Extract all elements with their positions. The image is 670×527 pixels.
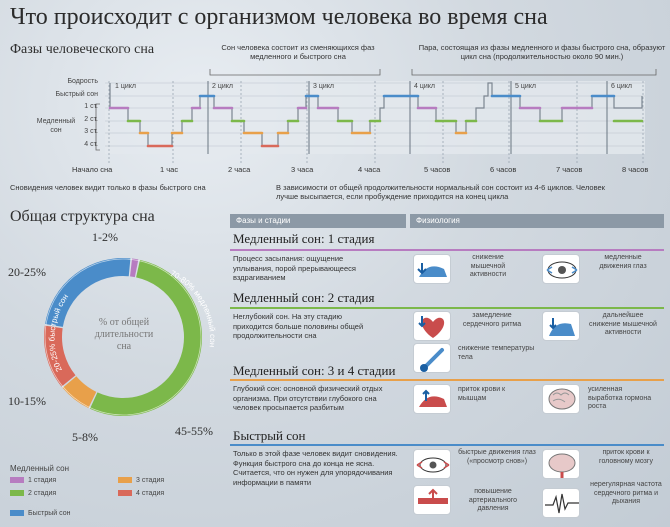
slow-sleep-label: Медленный сон — [36, 118, 76, 134]
heartbeat-icon — [542, 488, 580, 518]
section-text: Только в этой фазе человек видит сновиде… — [233, 449, 398, 487]
physiology-item: снижение мышечной активности — [469, 254, 507, 278]
section-divider — [230, 307, 664, 309]
cycle-label: 1 цикл — [115, 83, 136, 90]
legend-item-5: Быстрый сон — [10, 510, 70, 519]
pct-label: 10-15% — [8, 394, 46, 408]
donut-slice-1 — [129, 258, 139, 278]
caption-left: Сновидения человек видит только в фазы б… — [10, 183, 206, 192]
time-label: Начало сна — [72, 165, 113, 174]
donut-slice-4 — [44, 325, 76, 387]
brain-icon — [542, 384, 580, 414]
cycle-label: 5 цикл — [515, 83, 536, 90]
legend-swatch — [10, 510, 24, 517]
artery-icon — [413, 485, 451, 515]
cycle-label: 2 цикл — [212, 83, 233, 90]
y-label-st4: 4 ст. — [84, 141, 98, 148]
y-label-st2: 2 ст. — [84, 116, 98, 123]
physiology-item: дальнейшее снижение мышечной активности — [589, 312, 657, 336]
physiology-item: снижение температуры тела — [458, 345, 535, 361]
structure-title: Общая структура сна — [10, 208, 155, 225]
muscle-icon — [413, 254, 451, 284]
section-divider — [230, 249, 664, 251]
donut-slice-3 — [62, 376, 97, 409]
heart-icon — [413, 311, 451, 341]
legend-item-2: 2 стадия — [10, 490, 56, 499]
legend-swatch — [10, 477, 24, 484]
note-right: Пара, состоящая из фазы медленного и фаз… — [418, 43, 666, 61]
section-title: Медленный сон: 2 стадия — [233, 290, 375, 305]
y-label-st1: 1 ст. — [84, 103, 98, 110]
time-label: 2 часа — [228, 165, 251, 174]
section-title: Медленный сон: 1 стадия — [233, 231, 375, 246]
y-label-wake: Бодрость — [67, 78, 98, 85]
y-label-rem: Быстрый сон — [55, 91, 98, 98]
legend-swatch — [118, 490, 132, 497]
time-label: 1 час — [160, 165, 179, 174]
donut-center-label: % от общей длительности сна — [94, 317, 154, 352]
physiology-item: усиленная выработка гормона роста — [588, 386, 652, 410]
time-label: 7 часов — [556, 165, 583, 174]
donut-slice-2 — [89, 259, 202, 416]
cycle-label: 4 цикл — [414, 83, 435, 90]
physiology-item: быстрые движения глаз («просмотр снов») — [458, 449, 536, 465]
section-title: Медленный сон: 3 и 4 стадии — [233, 363, 396, 378]
hypnogram — [95, 69, 657, 164]
legend-item-3: 3 стадия — [118, 477, 164, 486]
pct-label: 5-8% — [72, 430, 98, 444]
legend-title: Медленный сон — [10, 464, 70, 473]
time-label: 3 часа — [291, 165, 314, 174]
legend-label: Быстрый сон — [28, 510, 71, 517]
y-label-st3: 3 ст. — [84, 128, 98, 135]
section-divider — [230, 444, 664, 446]
thermometer-icon — [413, 343, 451, 373]
time-label: 8 часов — [622, 165, 649, 174]
blood-flow-muscle-icon — [413, 384, 451, 414]
section-title: Быстрый сон — [233, 428, 306, 443]
time-label: 6 часов — [490, 165, 517, 174]
sleep-structure-donut: 20-25% быстрый сон 70-80% медленный сон — [44, 258, 217, 416]
legend-label: 1 стадия — [28, 477, 57, 484]
physiology-item: нерегулярная частота сердечного ритма и … — [590, 481, 662, 505]
section-divider — [230, 379, 664, 381]
note-left: Сон человека состоит из сменяющихся фаз … — [221, 43, 375, 61]
col-header-physiology: Физиология — [410, 214, 664, 228]
physiology-item: повышение артериального давления — [468, 488, 518, 512]
muscle-arm-icon — [542, 311, 580, 341]
legend-swatch — [10, 490, 24, 497]
legend-item-4: 4 стадия — [118, 490, 164, 499]
legend-label: 3 стадия — [136, 477, 165, 484]
cycle-label: 3 цикл — [313, 83, 334, 90]
legend-label: 2 стадия — [28, 490, 57, 497]
eye-icon — [542, 254, 580, 284]
physiology-item: приток крови к мышцам — [458, 386, 506, 402]
section-text: Неглубокий сон. На эту стадию приходится… — [233, 312, 364, 340]
legend-item-1: 1 стадия — [10, 477, 56, 486]
section-text: Глубокий сон: основной физический отдых … — [233, 384, 383, 412]
pct-label: 1-2% — [92, 230, 118, 244]
physiology-item: медленные движения глаз — [599, 254, 647, 270]
time-label: 4 часа — [358, 165, 381, 174]
time-label: 5 часов — [424, 165, 451, 174]
cycle-label: 6 цикл — [611, 83, 632, 90]
donut-slice-5 — [45, 258, 131, 328]
pct-label: 45-55% — [175, 424, 213, 438]
section-text: Процесс засыпания: ощущение уплывания, п… — [233, 254, 356, 282]
rapid-eye-icon — [413, 449, 451, 479]
pct-label: 20-25% — [8, 265, 46, 279]
page-title: Что происходит с организмом человека во … — [10, 4, 548, 30]
physiology-item: приток крови к головному мозгу — [599, 449, 653, 465]
legend-swatch — [118, 477, 132, 484]
legend-label: 4 стадия — [136, 490, 165, 497]
col-header-phases: Фазы и стадии — [230, 214, 406, 228]
caption-right: В зависимости от общей продолжительности… — [276, 183, 605, 201]
phases-title: Фазы человеческого сна — [10, 42, 155, 57]
physiology-item: замедление сердечного ритма — [462, 312, 522, 328]
brain-blood-icon — [542, 449, 580, 479]
